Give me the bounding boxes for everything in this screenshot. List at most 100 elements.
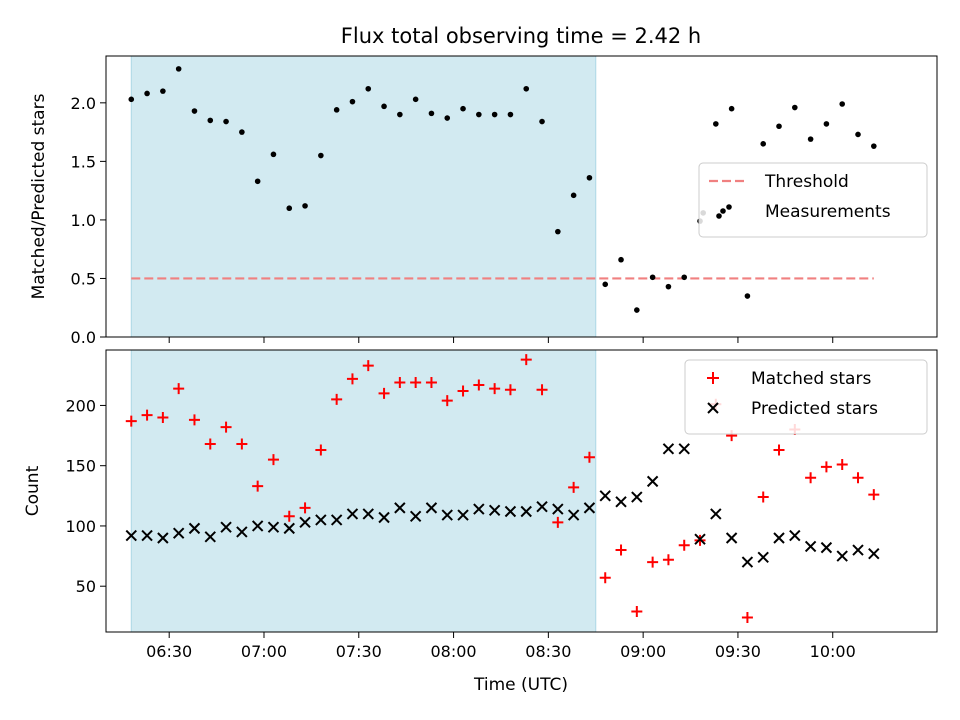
bottom-x-tick-label-6: 09:00 bbox=[620, 642, 666, 661]
top-point-1-21 bbox=[444, 115, 451, 121]
bottom-point-2-15 bbox=[346, 508, 359, 520]
top-point-1-15 bbox=[349, 98, 356, 105]
bottom-point-2-10 bbox=[267, 521, 280, 533]
figure-title: Flux total observing time = 2.42 h bbox=[341, 24, 701, 48]
top-point-1-23 bbox=[476, 111, 482, 118]
bottom-series-1 bbox=[125, 354, 880, 624]
bottom-x-tick-label-2: 07:00 bbox=[241, 642, 287, 661]
bottom-point-2-21 bbox=[441, 509, 453, 521]
top-point-1-18 bbox=[397, 111, 403, 118]
top-point-1-25 bbox=[507, 111, 514, 118]
bottom-point-2-19 bbox=[409, 510, 422, 523]
bottom-point-1-1 bbox=[125, 415, 137, 427]
top-axes-frame bbox=[105, 55, 938, 338]
bottom-x-tick-label-1: 06:30 bbox=[146, 642, 192, 661]
top-point-1-48 bbox=[855, 131, 861, 138]
top-y-axis-label: Matched/Predicted stars bbox=[29, 93, 49, 299]
top-point-1-33 bbox=[634, 307, 640, 313]
bottom-point-2-45 bbox=[820, 541, 833, 554]
top-point-1-4 bbox=[175, 66, 182, 72]
top-legend: Threshold Measurements bbox=[698, 162, 928, 238]
top-point-1-22 bbox=[460, 105, 466, 112]
top-y-tick-label-1: 0.0 bbox=[71, 328, 96, 347]
bottom-point-1-36 bbox=[678, 539, 690, 551]
bottom-point-1-9 bbox=[252, 480, 264, 492]
bottom-y-tick-label-4: 200 bbox=[65, 396, 96, 415]
bottom-point-1-31 bbox=[599, 572, 611, 584]
bottom-point-2-24 bbox=[488, 504, 501, 516]
bottom-point-1-2 bbox=[141, 409, 153, 421]
bottom-point-2-3 bbox=[157, 532, 169, 544]
bottom-x-tick-label-4: 08:00 bbox=[431, 642, 477, 661]
bottom-point-2-27 bbox=[536, 500, 548, 513]
top-point-1-2 bbox=[144, 90, 150, 97]
bottom-point-2-32 bbox=[615, 496, 627, 508]
bottom-x-tick-label-5: 08:30 bbox=[525, 642, 571, 661]
top-point-1-42 bbox=[760, 141, 767, 147]
bottom-point-1-6 bbox=[204, 438, 216, 450]
top-point-1-26 bbox=[523, 85, 530, 92]
bottom-point-1-16 bbox=[362, 360, 374, 372]
top-point-1-29 bbox=[570, 192, 577, 199]
bottom-point-1-42 bbox=[773, 444, 785, 456]
bottom-legend-label-2: Predicted stars bbox=[751, 399, 878, 419]
top-point-1-44 bbox=[792, 104, 798, 111]
bottom-point-2-4 bbox=[172, 527, 185, 539]
top-point-1-17 bbox=[381, 103, 387, 110]
bottom-y-tick-label-3: 150 bbox=[65, 457, 96, 476]
bottom-point-2-18 bbox=[394, 502, 406, 514]
top-y-tick-label-2: 0.5 bbox=[71, 269, 96, 288]
bottom-point-2-22 bbox=[457, 509, 469, 521]
bottom-point-2-39 bbox=[725, 532, 738, 544]
bottom-point-1-26 bbox=[520, 354, 532, 366]
bottom-point-1-35 bbox=[662, 554, 674, 566]
top-point-1-31 bbox=[602, 281, 609, 288]
top-point-1-9 bbox=[254, 178, 261, 185]
top-point-1-36 bbox=[681, 274, 688, 281]
bottom-point-2-14 bbox=[330, 514, 343, 526]
bottom-point-2-41 bbox=[757, 551, 769, 563]
bottom-point-2-1 bbox=[125, 529, 137, 542]
bottom-point-1-27 bbox=[536, 384, 548, 396]
bottom-x-tick-label-7: 09:30 bbox=[715, 642, 761, 661]
bottom-point-1-20 bbox=[425, 377, 437, 389]
bottom-point-2-2 bbox=[141, 529, 153, 542]
top-point-1-10 bbox=[270, 151, 277, 158]
top-legend-label-1: Threshold bbox=[764, 172, 849, 192]
bottom-point-2-37 bbox=[694, 533, 706, 545]
top-point-1-27 bbox=[539, 118, 545, 125]
top-point-1-41 bbox=[744, 293, 751, 299]
bottom-point-2-6 bbox=[204, 531, 216, 543]
bottom-point-2-43 bbox=[789, 529, 801, 542]
bottom-point-2-20 bbox=[425, 502, 438, 514]
top-point-1-20 bbox=[428, 110, 435, 117]
bottom-point-2-25 bbox=[504, 505, 517, 518]
bottom-axes-frame bbox=[105, 349, 938, 633]
top-point-1-5 bbox=[191, 108, 198, 114]
top-point-1-1 bbox=[128, 96, 135, 103]
top-series-1 bbox=[128, 66, 877, 313]
bottom-point-1-11 bbox=[283, 510, 295, 522]
bottom-point-1-44 bbox=[805, 472, 817, 484]
top-panel-ratio: 0.0 0.5 1.0 1.5 2.0 Matched/Predicted stars Th… bbox=[29, 55, 938, 347]
bottom-point-2-35 bbox=[662, 443, 675, 455]
bottom-point-1-17 bbox=[378, 387, 390, 399]
top-y-tick-label-5: 2.0 bbox=[71, 94, 96, 113]
bottom-x-tick-label-3: 07:30 bbox=[336, 642, 382, 661]
top-point-1-35 bbox=[665, 283, 672, 290]
top-legend-handle-2-c bbox=[726, 204, 732, 210]
top-point-1-8 bbox=[239, 129, 245, 135]
bottom-point-2-47 bbox=[852, 544, 864, 556]
bottom-point-1-48 bbox=[868, 489, 880, 501]
top-point-1-12 bbox=[302, 203, 308, 209]
bottom-point-1-12 bbox=[299, 502, 311, 514]
bottom-point-2-8 bbox=[236, 526, 248, 538]
top-point-1-46 bbox=[823, 121, 830, 127]
bottom-legend-handle-1 bbox=[707, 372, 719, 384]
bottom-point-2-46 bbox=[836, 550, 848, 562]
bottom-point-1-25 bbox=[504, 384, 516, 396]
bottom-legend-label-1: Matched stars bbox=[751, 369, 871, 389]
top-legend-label-2: Measurements bbox=[765, 202, 891, 222]
top-point-1-7 bbox=[223, 118, 229, 125]
